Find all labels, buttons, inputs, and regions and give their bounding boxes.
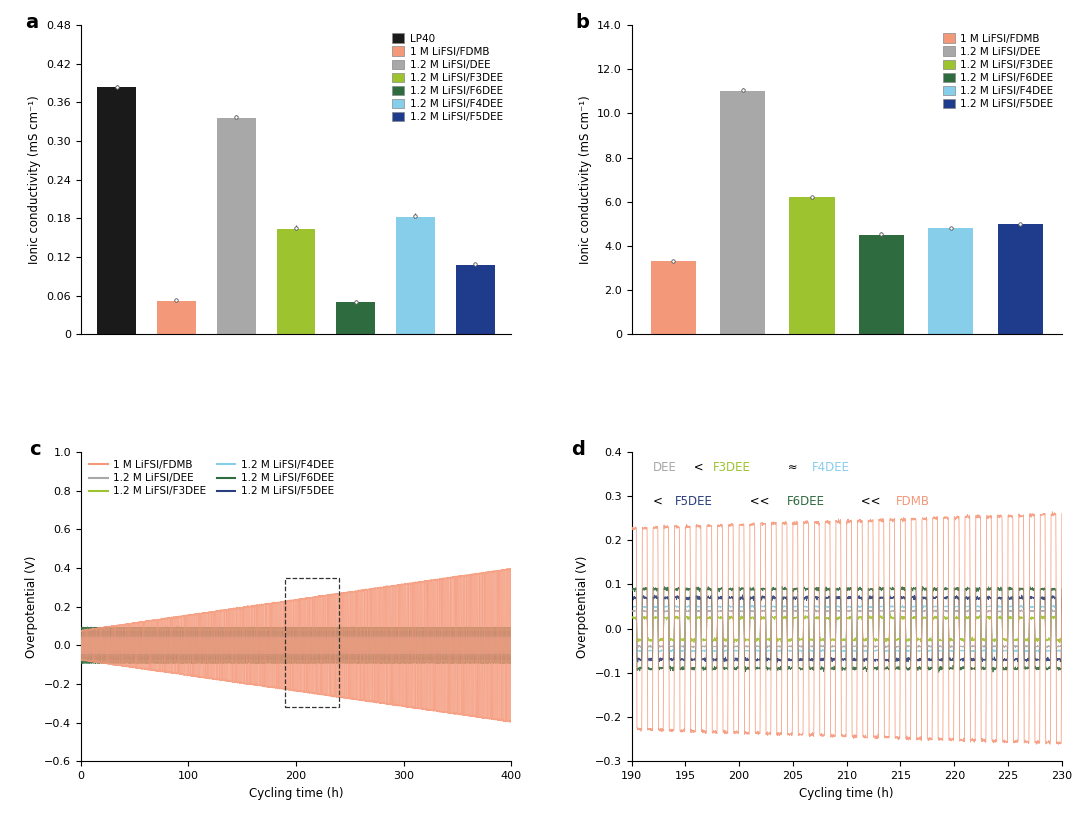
Text: c: c — [29, 439, 41, 458]
Text: <: < — [653, 495, 666, 508]
Y-axis label: Overpotential (V): Overpotential (V) — [26, 556, 39, 658]
X-axis label: Cycling time (h): Cycling time (h) — [249, 786, 343, 800]
Y-axis label: Ionic conductivity (mS cm⁻¹): Ionic conductivity (mS cm⁻¹) — [28, 96, 41, 264]
Bar — [997, 224, 1042, 334]
Legend: 1 M LiFSI/FDMB, 1.2 M LiFSI/DEE, 1.2 M LiFSI/F3DEE, 1.2 M LiFSI/F4DEE, 1.2 M LiF: 1 M LiFSI/FDMB, 1.2 M LiFSI/DEE, 1.2 M L… — [86, 457, 337, 499]
Bar — [157, 301, 196, 334]
Text: ≈: ≈ — [785, 461, 802, 474]
Text: d: d — [571, 439, 585, 458]
Bar — [336, 302, 375, 334]
Bar — [720, 92, 765, 334]
Text: F3DEE: F3DEE — [714, 461, 751, 474]
Text: F4DEE: F4DEE — [813, 461, 851, 474]
Text: FDMB: FDMB — [896, 495, 930, 508]
Bar — [928, 228, 973, 334]
Text: a: a — [25, 12, 38, 32]
Bar — [859, 235, 904, 334]
Text: F6DEE: F6DEE — [787, 495, 825, 508]
Bar — [456, 265, 495, 334]
Y-axis label: Ionic conductivity (mS cm⁻¹): Ionic conductivity (mS cm⁻¹) — [579, 96, 592, 264]
Bar — [286, 577, 338, 707]
Text: DEE: DEE — [653, 461, 677, 474]
Legend: 1 M LiFSI/FDMB, 1.2 M LiFSI/DEE, 1.2 M LiFSI/F3DEE, 1.2 M LiFSI/F6DEE, 1.2 M LiF: 1 M LiFSI/FDMB, 1.2 M LiFSI/DEE, 1.2 M L… — [940, 30, 1056, 112]
Text: F5DEE: F5DEE — [675, 495, 713, 508]
Bar — [277, 230, 316, 334]
Legend: LP40, 1 M LiFSI/FDMB, 1.2 M LiFSI/DEE, 1.2 M LiFSI/F3DEE, 1.2 M LiFSI/F6DEE, 1.2: LP40, 1 M LiFSI/FDMB, 1.2 M LiFSI/DEE, 1… — [389, 30, 506, 126]
Bar — [651, 261, 695, 334]
Y-axis label: Overpotential (V): Overpotential (V) — [576, 556, 590, 658]
X-axis label: Cycling time (h): Cycling time (h) — [800, 786, 894, 800]
Text: <: < — [690, 461, 707, 474]
Bar — [396, 217, 434, 334]
Text: b: b — [576, 12, 590, 32]
Text: <<: << — [746, 495, 773, 508]
Bar — [789, 197, 834, 334]
Text: <<: << — [857, 495, 885, 508]
Bar — [217, 118, 255, 334]
Bar — [97, 87, 136, 334]
